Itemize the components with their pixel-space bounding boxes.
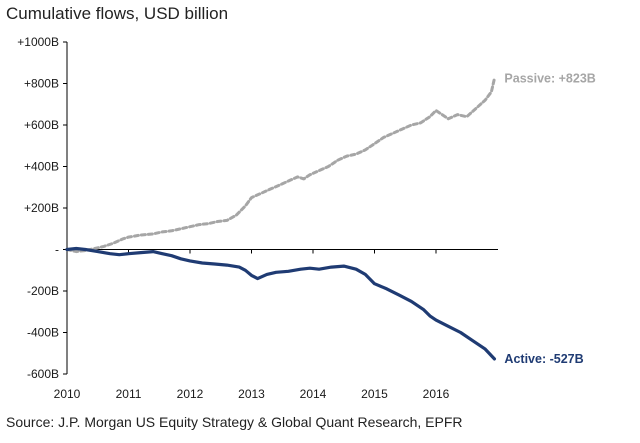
x-tick-label: 2013 (238, 387, 265, 401)
y-tick-label: - (55, 243, 59, 257)
y-tick-label: +600B (24, 118, 59, 132)
y-tick-label: -200B (27, 284, 59, 298)
y-tick-label: -600B (27, 367, 59, 381)
y-tick-label: +400B (24, 160, 59, 174)
x-axis: 2010 2011 2012 2013 2014 2015 2016 (54, 249, 498, 401)
x-tick-label: 2010 (54, 387, 81, 401)
series-end-labels: Passive: +823B Active: -527B (504, 72, 595, 366)
x-tick-label: 2016 (423, 387, 450, 401)
series-end-label-active: Active: -527B (504, 352, 583, 366)
series-line-active (65, 246, 496, 361)
y-tick-label: -400B (27, 326, 59, 340)
line-chart: +1000B +800B +600B +400B +200B - -200B -400B -60… (17, 35, 596, 401)
series-end-label-passive: Passive: +823B (504, 72, 595, 86)
source-note: Source: J.P. Morgan US Equity Strategy &… (6, 414, 463, 430)
y-tick-label: +200B (24, 201, 59, 215)
chart-title: Cumulative flows, USD billion (6, 4, 229, 23)
x-tick-label: 2011 (116, 387, 142, 401)
x-tick-label: 2012 (177, 387, 204, 401)
series-line-passive (65, 77, 496, 254)
y-tick-label: +800B (24, 77, 59, 91)
y-axis: +1000B +800B +600B +400B +200B - -200B -400B -60… (17, 35, 68, 381)
y-tick-label: +1000B (17, 35, 59, 49)
x-tick-label: 2015 (361, 387, 388, 401)
x-tick-label: 2014 (300, 387, 327, 401)
series-layer (65, 77, 496, 361)
